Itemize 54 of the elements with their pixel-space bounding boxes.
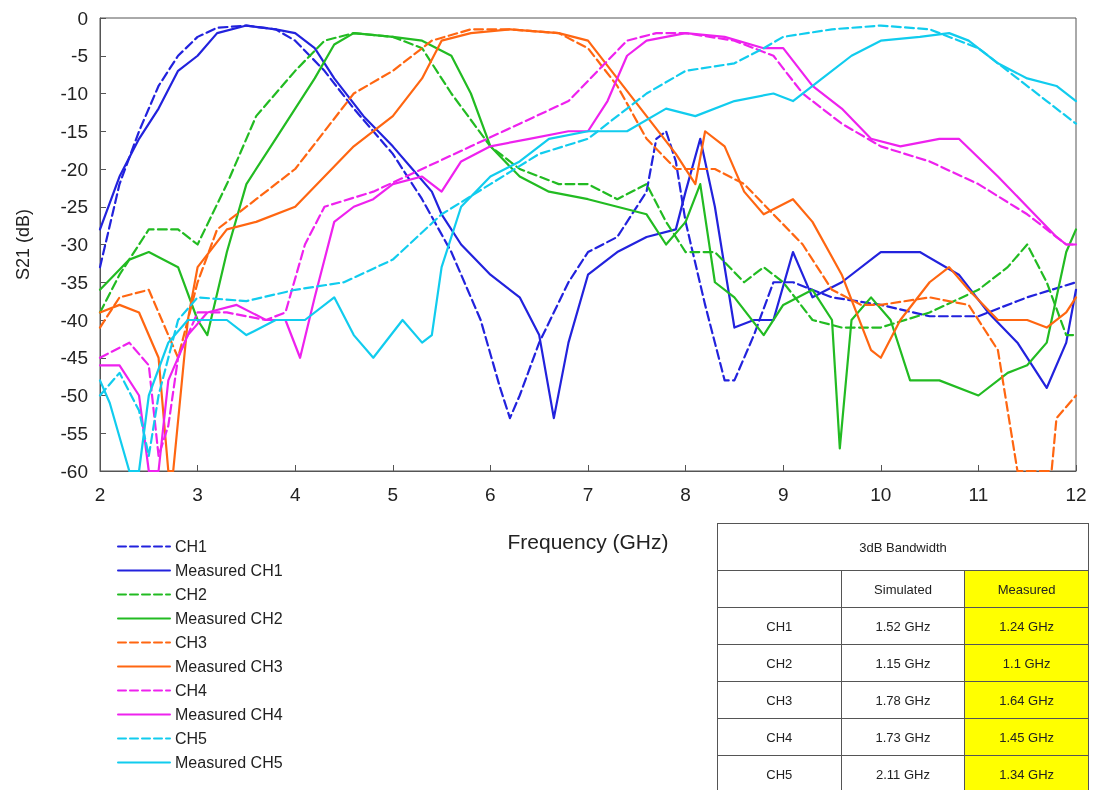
x-tick-label: 10 xyxy=(870,484,892,505)
y-tick-label: 0 xyxy=(77,7,88,29)
legend-label: CH1 xyxy=(175,538,208,555)
legend-label: Measured CH2 xyxy=(175,610,283,627)
legend-label: CH4 xyxy=(175,682,208,699)
legend-label: Measured CH3 xyxy=(175,658,283,675)
x-tick-label: 9 xyxy=(777,484,789,505)
y-tick-label: -50 xyxy=(60,385,88,406)
y-tick-label: -45 xyxy=(60,347,88,369)
legend-label: Measured CH4 xyxy=(175,706,283,723)
x-tick-label: 8 xyxy=(680,484,691,505)
category-label: CH2 xyxy=(717,644,842,682)
x-tick-label: 4 xyxy=(289,484,301,505)
y-tick-label: -20 xyxy=(60,158,88,180)
series-label: Simulated xyxy=(841,570,965,608)
data-label: 1.15 GHz xyxy=(841,644,965,682)
x-tick-label: 2 xyxy=(94,484,106,505)
text: 3dB Bandwidth xyxy=(717,523,1089,571)
legend-label: CH5 xyxy=(175,730,208,747)
data-label: 1.52 GHz xyxy=(841,607,965,645)
data-label: 1.73 GHz xyxy=(841,718,965,756)
y-tick-label: -10 xyxy=(60,83,88,104)
legend-label: CH2 xyxy=(175,586,208,603)
y-tick-label: -30 xyxy=(60,234,88,255)
data-label: 1.24 GHz xyxy=(964,607,1089,645)
data-label: 1.34 GHz xyxy=(964,755,1089,790)
data-label: 1.45 GHz xyxy=(964,718,1089,756)
x-tick-label: 3 xyxy=(192,484,203,505)
data-label: 1.1 GHz xyxy=(964,644,1089,682)
y-tick-label: -25 xyxy=(60,196,88,218)
category-label: CH5 xyxy=(717,755,842,790)
data-label: 2.11 GHz xyxy=(841,755,965,790)
x-tick-label: 11 xyxy=(968,484,989,505)
series-label: Measured xyxy=(964,570,1089,608)
y-tick-label: -60 xyxy=(60,460,88,482)
x-tick-label: 6 xyxy=(485,484,496,505)
y-tick-label: -5 xyxy=(71,45,88,67)
legend-label: Measured CH1 xyxy=(175,562,283,579)
y-tick-label: -40 xyxy=(60,309,88,331)
y-tick-label: -15 xyxy=(60,120,88,142)
x-tick-label: 5 xyxy=(387,484,399,505)
legend-label: Measured CH5 xyxy=(175,754,283,771)
x-tick-label: 7 xyxy=(582,484,594,505)
x-tick-label: 12 xyxy=(1065,484,1087,505)
data-label: 1.78 GHz xyxy=(841,681,965,719)
y-axis-title: S21 (dB) xyxy=(13,208,33,281)
category-label: CH3 xyxy=(717,681,842,719)
category-label: CH4 xyxy=(717,718,842,756)
legend-label: CH3 xyxy=(175,634,208,651)
category-label: CH1 xyxy=(717,607,842,645)
data-label: 1.64 GHz xyxy=(964,681,1089,719)
y-tick-label: -35 xyxy=(60,271,88,293)
x-axis-title: Frequency (GHz) xyxy=(507,530,669,553)
y-tick-label: -55 xyxy=(60,422,88,444)
